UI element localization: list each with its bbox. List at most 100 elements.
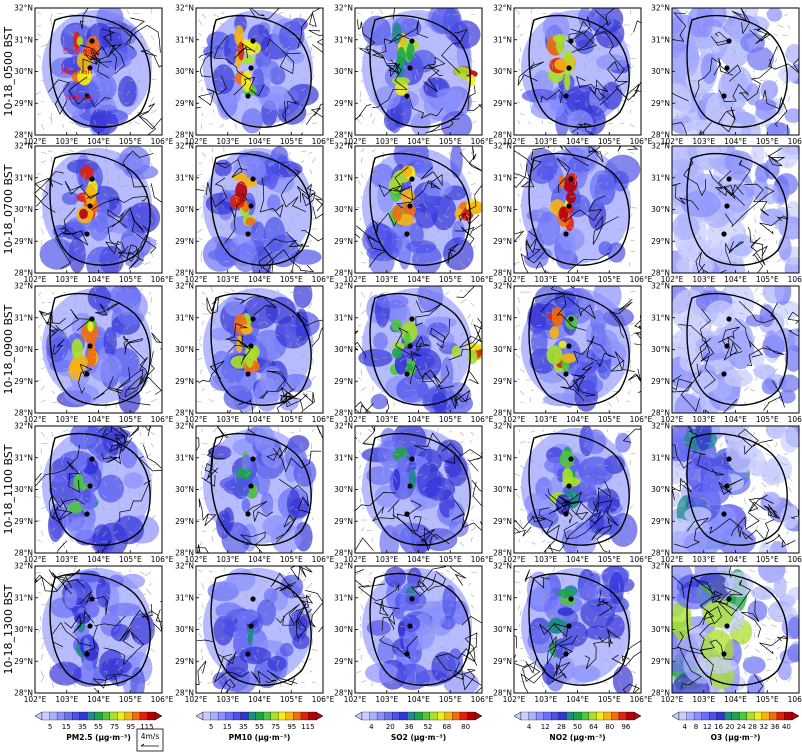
lat-tick-label: 32°N xyxy=(175,4,194,13)
city-marker xyxy=(250,316,256,322)
lat-tick-label: 28°N xyxy=(334,269,353,278)
city-marker xyxy=(89,38,95,44)
city-marker xyxy=(84,231,90,237)
city-marker xyxy=(404,371,410,377)
lat-tick-label: 30°N xyxy=(14,625,33,634)
city-marker xyxy=(726,176,732,182)
lon-tick-label: 103°E xyxy=(375,275,398,284)
lon-tick-label: 102°E xyxy=(24,137,47,146)
city-marker xyxy=(566,343,572,349)
colorbar-so2: 4 20 36 52 68 80 SO2 (µg·m⁻³) xyxy=(354,711,483,742)
city-marker xyxy=(407,65,413,71)
city-marker xyxy=(568,596,574,602)
city-marker xyxy=(84,651,90,657)
city-marker xyxy=(87,65,93,71)
city-marker xyxy=(87,203,93,209)
lat-tick-label: 30°N xyxy=(651,485,670,494)
colorbar-tick-label: 36 xyxy=(405,723,414,731)
lon-tick-label: 102°E xyxy=(24,415,47,424)
lon-tick-label: 104°E xyxy=(724,555,747,564)
lat-tick-label: 29°N xyxy=(493,657,512,666)
lon-tick-label: 106°E xyxy=(312,137,335,146)
lat-tick-label: 30°N xyxy=(493,345,512,354)
lat-tick-label: 32°N xyxy=(334,562,353,571)
lon-tick-label: 103°E xyxy=(534,137,557,146)
lon-tick-label: 104°E xyxy=(724,137,747,146)
lat-tick-label: 30°N xyxy=(651,345,670,354)
lat-tick-label: 28°N xyxy=(651,549,670,558)
lat-tick-label: 31°N xyxy=(175,593,194,602)
lon-tick-label: 104°E xyxy=(87,275,110,284)
lon-tick-label: 106°E xyxy=(471,137,494,146)
lat-tick-label: 32°N xyxy=(651,562,670,571)
lat-tick-label: 30°N xyxy=(493,205,512,214)
lat-tick-label: 30°N xyxy=(175,345,194,354)
city-marker xyxy=(87,483,93,489)
colorbar-tick-label: 32 xyxy=(759,723,768,731)
colorbar-tick-label: 115 xyxy=(140,723,153,731)
colorbar-tick-label: 5 xyxy=(209,723,213,731)
lat-tick-label: 29°N xyxy=(334,99,353,108)
city-marker xyxy=(404,511,410,517)
colorbar-tick-label: 95 xyxy=(126,723,135,731)
lon-tick-label: 104°E xyxy=(407,137,430,146)
lon-tick-label: 105°E xyxy=(119,415,142,424)
colorbar-tick-label: 115 xyxy=(301,723,314,731)
lat-tick-label: 32°N xyxy=(651,422,670,431)
colorbar-tick-label: 15 xyxy=(62,723,71,731)
city-marker xyxy=(566,65,572,71)
lon-tick-label: 104°E xyxy=(566,415,589,424)
lat-tick-label: 32°N xyxy=(14,562,33,571)
colorbar-tick-label: 28 xyxy=(748,723,757,731)
lon-tick-label: 104°E xyxy=(248,275,271,284)
colorbar-title: NO2 (µg·m⁻³) xyxy=(549,733,605,742)
lat-tick-label: 29°N xyxy=(14,657,33,666)
lon-tick-label: 105°E xyxy=(280,555,303,564)
lon-tick-label: 106°E xyxy=(630,415,653,424)
city-label: Leshan xyxy=(65,93,92,102)
city-marker xyxy=(726,316,732,322)
lat-tick-label: 28°N xyxy=(493,409,512,418)
lon-tick-label: 103°E xyxy=(216,555,239,564)
lat-tick-label: 30°N xyxy=(175,67,194,76)
lon-tick-label: 102°E xyxy=(661,555,684,564)
lat-tick-label: 31°N xyxy=(493,35,512,44)
lon-tick-label: 104°E xyxy=(566,695,589,704)
city-marker xyxy=(407,343,413,349)
lat-tick-label: 32°N xyxy=(493,562,512,571)
lon-tick-label: 104°E xyxy=(566,275,589,284)
wind-reference: 4m/s xyxy=(136,728,164,752)
lon-tick-label: 103°E xyxy=(375,137,398,146)
lon-tick-label: 105°E xyxy=(119,275,142,284)
colorbars: 5 15 35 55 75 95 115 PM2.5 (µg·m⁻³) 5 15 35 55 75 95 1… xyxy=(34,711,800,742)
colorbar-tick-label: 28 xyxy=(557,723,566,731)
lon-tick-label: 104°E xyxy=(407,275,430,284)
lon-tick-label: 103°E xyxy=(375,695,398,704)
lat-tick-label: 28°N xyxy=(14,689,33,698)
city-marker xyxy=(568,176,574,182)
lon-tick-label: 103°E xyxy=(375,555,398,564)
lon-tick-label: 102°E xyxy=(661,415,684,424)
city-marker xyxy=(250,176,256,182)
lon-tick-label: 104°E xyxy=(87,137,110,146)
lon-tick-label: 106°E xyxy=(471,695,494,704)
city-marker xyxy=(84,93,90,99)
lon-tick-label: 105°E xyxy=(439,555,462,564)
lon-tick-label: 102°E xyxy=(344,555,367,564)
city-marker xyxy=(250,38,256,44)
row-label: 10-18_0900 BST xyxy=(2,304,15,394)
lon-tick-label: 104°E xyxy=(407,415,430,424)
lat-tick-label: 29°N xyxy=(334,517,353,526)
